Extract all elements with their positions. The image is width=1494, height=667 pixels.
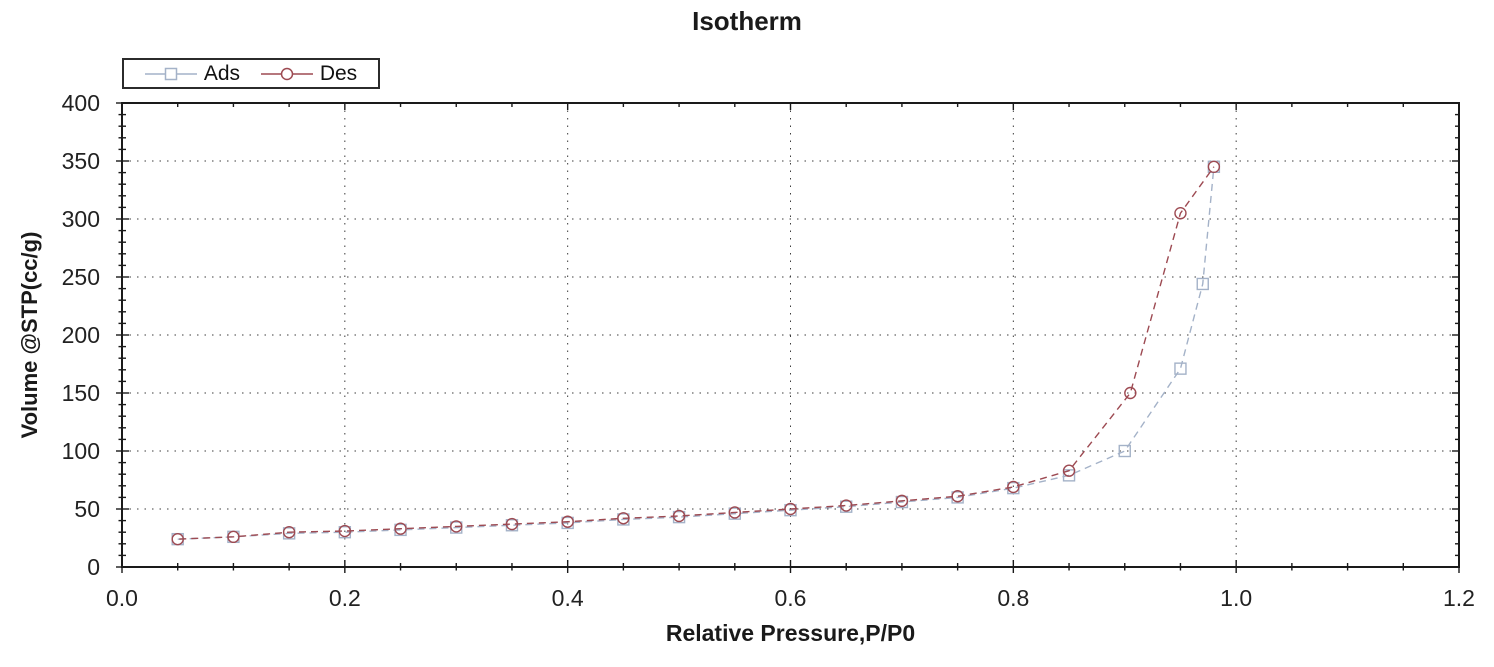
svg-text:250: 250 [62,264,100,290]
svg-text:300: 300 [62,206,100,232]
svg-text:1.2: 1.2 [1443,585,1475,611]
svg-text:1.0: 1.0 [1220,585,1252,611]
legend-item-ads: Ads [144,62,240,85]
y-tick-labels: 0 50 100 150 200 250 300 350 400 [62,90,100,580]
chart-title: Isotherm [692,6,802,36]
svg-text:0.4: 0.4 [552,585,584,611]
svg-text:400: 400 [62,90,100,116]
x-axis-label: Relative Pressure,P/P0 [665,620,916,646]
des-line-swatch [260,67,313,80]
svg-text:0.6: 0.6 [775,585,807,611]
svg-text:150: 150 [62,380,100,406]
y-axis-label: Volume @STP(cc/g) [17,231,42,439]
legend-item-des: Des [260,62,358,85]
series-ads [171,160,1221,546]
gridlines [122,103,1459,567]
x-tick-labels: 0.0 0.2 0.4 0.6 0.8 1.0 1.2 [106,585,1475,611]
svg-text:0.0: 0.0 [106,585,138,611]
series-des [171,160,1221,546]
svg-text:200: 200 [62,322,100,348]
ads-line-swatch [144,67,197,80]
svg-text:0: 0 [87,554,100,580]
legend-label-des: Des [319,62,358,85]
square-marker-icon [164,67,178,80]
legend-box: Ads Des [122,58,380,89]
legend-label-ads: Ads [203,62,240,85]
circle-marker-icon [280,67,294,80]
svg-text:50: 50 [74,496,100,522]
svg-text:0.2: 0.2 [329,585,361,611]
axis-ticks [116,102,1460,573]
svg-text:0.8: 0.8 [997,585,1029,611]
svg-text:350: 350 [62,148,100,174]
svg-text:100: 100 [62,438,100,464]
